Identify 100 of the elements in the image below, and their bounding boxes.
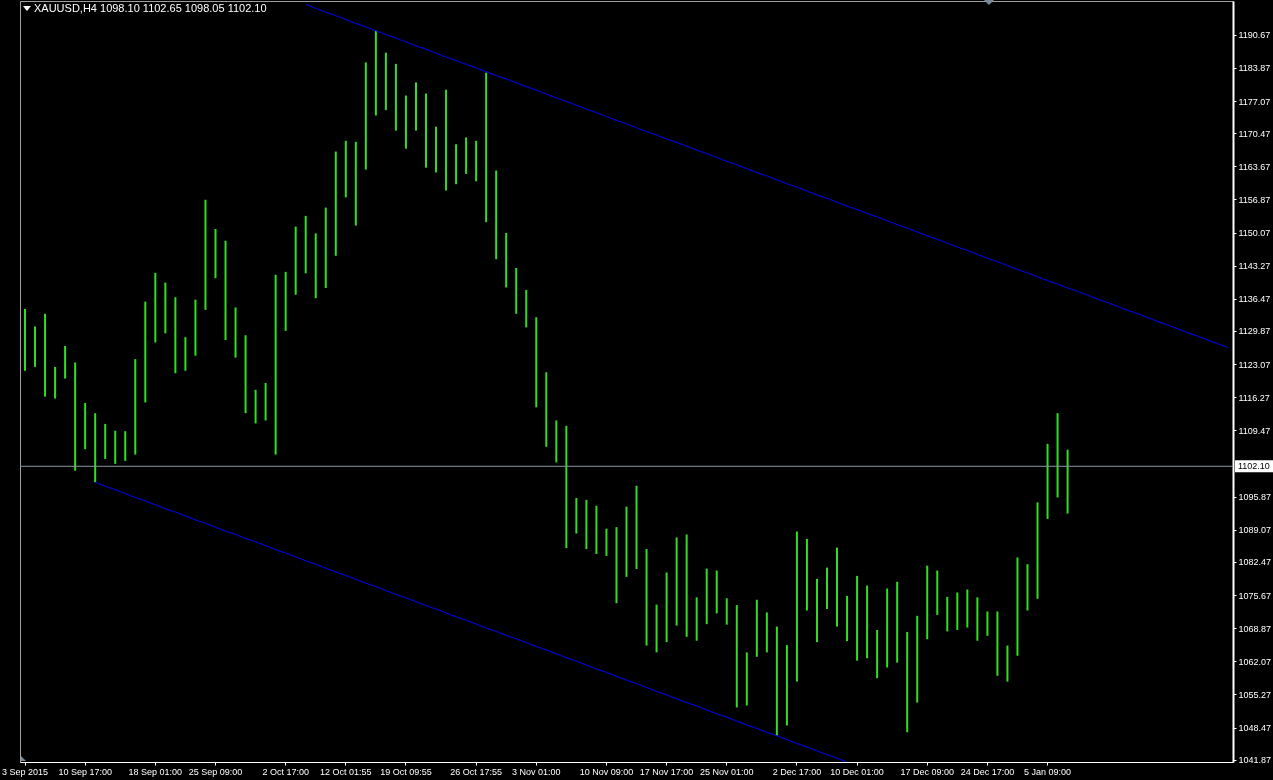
bar xyxy=(896,581,899,663)
bar xyxy=(194,299,197,356)
bar xyxy=(555,420,558,463)
bar xyxy=(515,267,518,314)
bar xyxy=(74,362,77,471)
x-tick-label: 10 Nov 09:00 xyxy=(579,766,634,777)
bar xyxy=(966,589,969,628)
bar xyxy=(735,605,738,708)
bar xyxy=(264,382,267,421)
bar xyxy=(535,317,538,408)
bar xyxy=(294,226,297,295)
y-tick-label: 1177.07 xyxy=(1238,96,1271,107)
bar xyxy=(154,272,157,343)
bar xyxy=(274,274,277,455)
chart-title: XAUUSD,H4 1098.10 1102.65 1098.05 1102.10 xyxy=(34,2,267,14)
bar xyxy=(805,538,808,611)
x-tick-label: 12 Oct 01:55 xyxy=(320,766,372,777)
bar xyxy=(94,413,97,483)
y-tick-label: 1150.07 xyxy=(1238,228,1271,239)
bar xyxy=(775,626,778,736)
bar xyxy=(24,308,27,371)
x-tick-label: 17 Nov 17:00 xyxy=(639,766,694,777)
bar xyxy=(956,592,959,630)
bar xyxy=(1056,413,1059,498)
bar xyxy=(445,89,448,191)
x-tick-label: 10 Dec 01:00 xyxy=(830,766,884,777)
bar xyxy=(334,151,337,256)
bar xyxy=(1026,564,1029,611)
bar xyxy=(545,372,548,447)
line-series xyxy=(94,481,848,762)
bar xyxy=(54,366,57,399)
y-tick-label: 1190.67 xyxy=(1238,30,1271,41)
y-tick-label: 1082.47 xyxy=(1238,557,1272,568)
bar xyxy=(1036,502,1039,599)
bar xyxy=(785,645,788,726)
bar xyxy=(655,604,658,653)
bar xyxy=(84,402,87,450)
x-tick-label: 17 Dec 09:00 xyxy=(900,766,955,777)
bar xyxy=(585,499,588,550)
bar xyxy=(1046,443,1049,519)
bar xyxy=(184,337,187,371)
bar xyxy=(866,585,869,659)
bar xyxy=(224,240,227,341)
bar xyxy=(284,271,287,331)
bar xyxy=(304,215,307,274)
bar xyxy=(104,423,107,459)
y-tick-label: 1068.87 xyxy=(1238,623,1272,634)
bar xyxy=(916,615,919,703)
ref-line-label: 1102.10 xyxy=(1238,461,1270,472)
bar xyxy=(114,430,117,464)
x-tick-label: 25 Sep 09:00 xyxy=(188,766,243,777)
bar xyxy=(214,229,217,279)
x-tick-label: 10 Sep 17:00 xyxy=(58,766,112,777)
bar xyxy=(134,359,137,455)
bar xyxy=(425,93,427,168)
bar xyxy=(1006,645,1009,682)
bar xyxy=(645,549,648,646)
bar xyxy=(414,82,417,131)
bar xyxy=(836,547,839,627)
y-tick-label: 1123.07 xyxy=(1238,359,1271,370)
y-tick-label: 1156.87 xyxy=(1238,194,1271,205)
bar xyxy=(374,30,377,116)
bar xyxy=(815,578,818,643)
bar xyxy=(876,629,879,679)
bar xyxy=(615,527,618,604)
bar xyxy=(996,611,999,676)
bar xyxy=(384,52,387,111)
y-tick-label: 1183.87 xyxy=(1238,63,1271,74)
bar xyxy=(475,140,478,182)
bar xyxy=(455,144,458,185)
bar xyxy=(705,568,708,625)
y-tick-label: 1075.67 xyxy=(1238,590,1272,601)
bar xyxy=(435,126,438,173)
y-tick-label: 1163.67 xyxy=(1238,161,1271,172)
y-tick-label: 1116.27 xyxy=(1238,392,1270,403)
bar xyxy=(685,534,688,637)
bar xyxy=(575,497,578,534)
bar xyxy=(605,528,608,556)
bar xyxy=(234,307,237,358)
y-tick-label: 1129.87 xyxy=(1238,326,1271,337)
bar xyxy=(495,170,498,260)
bar xyxy=(936,570,939,615)
bar xyxy=(314,233,317,299)
bar xyxy=(34,326,37,367)
x-tick-label: 26 Oct 17:55 xyxy=(450,766,502,777)
y-tick-label: 1041.87 xyxy=(1238,755,1272,766)
bar xyxy=(665,572,668,643)
bar xyxy=(364,62,367,170)
bar xyxy=(906,631,909,733)
bar xyxy=(1066,449,1069,514)
y-tick-label: 1095.87 xyxy=(1238,492,1272,503)
bar xyxy=(595,505,598,554)
bar xyxy=(174,297,177,374)
bar xyxy=(324,207,327,288)
bar xyxy=(795,531,798,682)
bar xyxy=(765,612,768,653)
bar xyxy=(144,301,147,403)
x-tick-label: 19 Oct 09:55 xyxy=(380,766,432,777)
bar xyxy=(244,335,247,414)
bar xyxy=(986,611,989,636)
